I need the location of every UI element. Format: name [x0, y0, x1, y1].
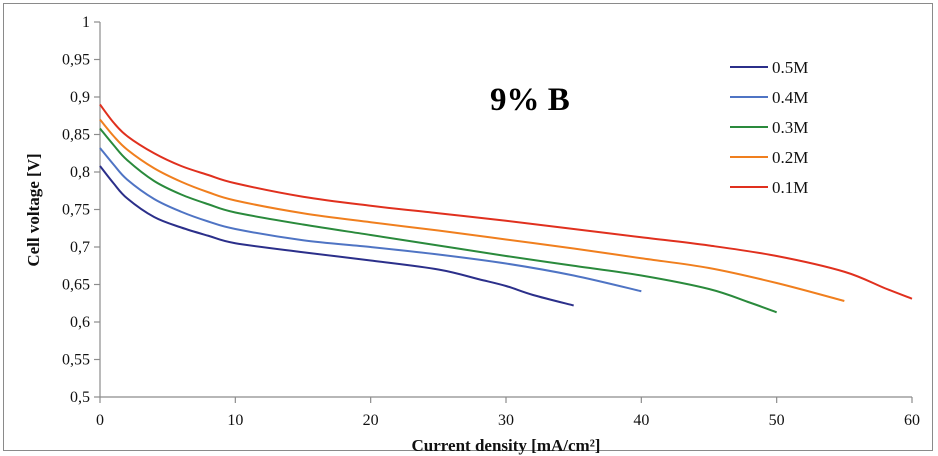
legend-label-0-2m: 0.2M: [772, 148, 808, 167]
y-tick-label: 1: [82, 14, 90, 31]
legend: 0.5M 0.4M 0.3M 0.2M 0.1M: [730, 58, 808, 197]
y-tick-label: 0,7: [70, 239, 90, 256]
x-tick-label: 10: [227, 412, 243, 429]
x-tick-label: 0: [96, 412, 104, 429]
y-axis-title: Cell voltage [V]: [24, 153, 43, 266]
y-tick-label: 0,9: [70, 89, 90, 106]
legend-label-0-3m: 0.3M: [772, 118, 808, 137]
legend-label-0-5m: 0.5M: [772, 58, 808, 77]
x-axis-title: Current density [mA/cm²]: [412, 436, 601, 455]
x-tick-label: 60: [904, 412, 920, 429]
series-lines: [99, 103, 913, 314]
y-tick-label: 0,6: [70, 314, 90, 331]
legend-label-0-1m: 0.1M: [772, 178, 808, 197]
y-tick-label: 0,95: [62, 52, 90, 69]
series-line-0-4m: [99, 147, 642, 293]
x-tick-label: 50: [769, 412, 785, 429]
y-tick-label: 0,85: [62, 127, 90, 144]
x-tick-label: 30: [498, 412, 514, 429]
chart-frame: [3, 3, 933, 451]
series-line-0-1m: [99, 103, 913, 300]
legend-label-0-4m: 0.4M: [772, 88, 808, 107]
x-tick-label: 40: [633, 412, 649, 429]
y-tick-label: 0,65: [62, 277, 90, 294]
chart-annotation: 9% B: [490, 82, 570, 118]
series-line-0-3m: [99, 127, 778, 314]
x-tick-label: 20: [363, 412, 379, 429]
y-tick-label: 0,5: [70, 389, 90, 406]
y-tick-label: 0,55: [62, 352, 90, 369]
series-line-0-2m: [99, 118, 845, 302]
y-tick-label: 0,75: [62, 202, 90, 219]
y-tick-label: 0,8: [70, 164, 90, 181]
series-line-0-5m: [99, 165, 574, 307]
